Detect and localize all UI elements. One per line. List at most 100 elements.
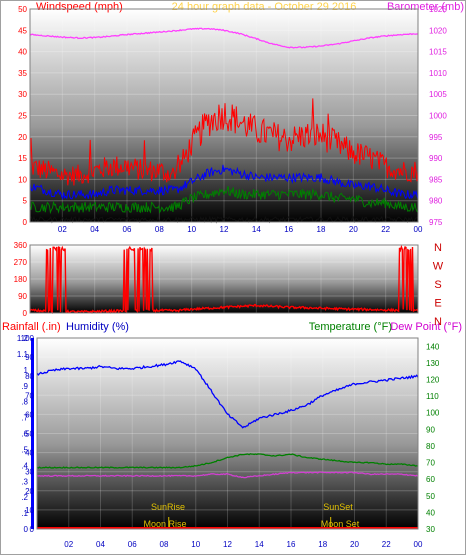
rain-y-tick: .3 (21, 477, 28, 486)
baro-y-tick: 995 (429, 133, 443, 142)
dir-y-tick: 360 (14, 241, 28, 250)
temp-y-tick: 80 (426, 442, 435, 451)
barometer-title: Barometer (mb) (387, 1, 464, 13)
wind-x-tick: 04 (90, 225, 99, 234)
wind-x-tick: 20 (349, 225, 358, 234)
temperature-line (36, 453, 419, 469)
wind-y-tick: 15 (18, 154, 27, 163)
moonrise-label: Moon Rise (143, 519, 186, 529)
compass-label: E (434, 298, 441, 310)
temperature-label: Temperature (°F) (309, 321, 392, 333)
climate-x-tick: 20 (350, 540, 359, 549)
wind-y-tick: 30 (18, 90, 27, 99)
humidity-y-tick: 20 (25, 487, 34, 496)
moonset-label: Moon Set (321, 519, 360, 529)
temp-y-tick: 100 (426, 409, 440, 418)
baro-y-tick: 1015 (429, 48, 447, 57)
rain-y-tick: .4 (21, 461, 28, 470)
wind-x-tick: 02 (58, 225, 67, 234)
humidity-y-tick: 30 (25, 468, 34, 477)
dir-y-tick: 0 (23, 309, 28, 318)
dir-y-tick: 270 (14, 258, 28, 267)
rain-y-tick: .6 (21, 430, 28, 439)
wind-y-tick: 0 (23, 218, 28, 227)
temp-y-tick: 120 (426, 376, 440, 385)
baro-y-tick: 1020 (429, 26, 447, 35)
sunrise-label: SunRise (151, 502, 185, 512)
compass-label: S (434, 279, 441, 291)
humidity-y-tick: 70 (25, 391, 34, 400)
wind-x-tick: 12 (220, 225, 229, 234)
temp-y-tick: 30 (426, 525, 435, 534)
climate-x-tick: 18 (318, 540, 327, 549)
rain-y-tick: .2 (21, 493, 28, 502)
compass-label: W (433, 261, 444, 273)
climate-x-tick: 06 (128, 540, 137, 549)
dir-y-tick: 90 (18, 292, 27, 301)
wind-min-line (29, 186, 419, 215)
wind-x-tick: 14 (252, 225, 261, 234)
climate-x-tick: 16 (287, 540, 296, 549)
wind-y-tick: 10 (18, 175, 27, 184)
wind-y-tick: 5 (23, 197, 28, 206)
baro-y-tick: 1010 (429, 69, 447, 78)
humidity-y-tick: 80 (25, 372, 34, 381)
climate-panel-bg (37, 338, 418, 529)
rain-y-tick: .5 (21, 445, 28, 454)
rain-y-tick: .7 (21, 414, 28, 423)
humidity-y-tick: 10 (25, 506, 34, 515)
barometer-line (29, 27, 419, 49)
compass-label: N (434, 316, 442, 328)
humidity-y-tick: 0 (30, 525, 35, 534)
windspeed-title: Windspeed (mph) (36, 1, 123, 13)
baro-y-tick: 1005 (429, 90, 447, 99)
wind-x-tick: 16 (284, 225, 293, 234)
wind-x-tick: 08 (155, 225, 164, 234)
humidity-y-tick: 90 (25, 353, 34, 362)
baro-y-tick: 1025 (429, 5, 447, 14)
temp-y-tick: 90 (426, 425, 435, 434)
temp-y-tick: 110 (426, 392, 439, 401)
climate-x-tick: 02 (64, 540, 73, 549)
humidity-y-tick: 50 (25, 430, 34, 439)
wind-lull-line (29, 215, 419, 224)
climate-x-tick: 14 (255, 540, 264, 549)
temp-y-tick: 140 (426, 342, 440, 351)
baro-y-tick: 980 (429, 197, 443, 206)
baro-y-tick: 985 (429, 175, 443, 184)
climate-x-tick: 04 (96, 540, 105, 549)
rain-y-tick: .9 (21, 382, 28, 391)
temp-y-tick: 40 (426, 508, 435, 517)
temp-y-tick: 50 (426, 492, 435, 501)
climate-x-tick: 22 (382, 540, 391, 549)
wind-x-tick: 06 (123, 225, 132, 234)
rain-y-tick: 0 (24, 525, 29, 534)
wind-panel-frame (29, 8, 419, 223)
dewpoint-label: Dew Point (°F) (390, 321, 462, 333)
humidity-y-tick: 40 (25, 449, 34, 458)
rain-axis-bar (31, 338, 34, 529)
humidity-y-tick: 60 (25, 410, 34, 419)
wind-y-tick: 40 (18, 48, 27, 57)
graph-date-title: 24 hour graph data - October 29 2016 (172, 1, 357, 13)
rain-y-tick: 1.2 (17, 334, 29, 343)
climate-x-tick: 00 (414, 540, 423, 549)
direction-panel-bg (30, 245, 418, 313)
rain-y-tick: 1 (24, 366, 29, 375)
climate-x-tick: 12 (223, 540, 232, 549)
climate-x-tick: 10 (191, 540, 200, 549)
rain-y-tick: .1 (21, 509, 28, 518)
wind-x-tick: 22 (381, 225, 390, 234)
wind-x-tick: 00 (414, 225, 423, 234)
baro-y-tick: 990 (429, 154, 443, 163)
compass-label: N (434, 242, 442, 254)
dir-y-tick: 180 (14, 275, 28, 284)
baro-y-tick: 1000 (429, 112, 447, 121)
wind-y-tick: 25 (18, 112, 27, 121)
wind-x-tick: 10 (187, 225, 196, 234)
humidity-label: Humidity (%) (66, 321, 129, 333)
humidity-y-tick: 100 (21, 334, 35, 343)
baro-y-tick: 975 (429, 218, 443, 227)
